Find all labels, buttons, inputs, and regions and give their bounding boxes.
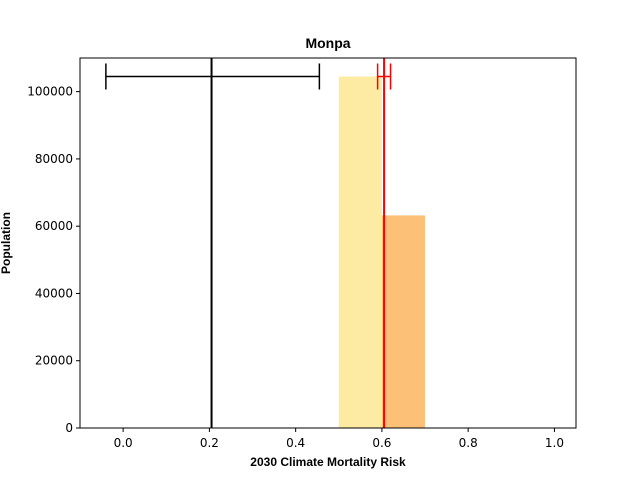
y-tick-label-1: 20000 — [35, 354, 73, 368]
x-axis-label: 2030 Climate Mortality Risk — [250, 455, 406, 469]
x-tick-label-2: 0.4 — [286, 436, 305, 450]
y-axis: 0 20000 40000 60000 80000 100000 — [27, 85, 80, 435]
y-axis-label: Population — [0, 212, 13, 274]
x-tick-label-5: 1.0 — [545, 436, 564, 450]
x-tick-label-4: 0.8 — [459, 436, 478, 450]
y-tick-label-4: 80000 — [35, 152, 73, 166]
bar-1 — [381, 215, 426, 428]
bar-0 — [338, 76, 382, 428]
y-tick-label-3: 60000 — [35, 219, 73, 233]
x-axis: 0.0 0.2 0.4 0.6 0.8 1.0 — [114, 428, 564, 450]
x-tick-label-3: 0.6 — [372, 436, 391, 450]
plot-area — [105, 58, 426, 428]
x-tick-label-0: 0.0 — [114, 436, 133, 450]
y-tick-label-5: 100000 — [27, 85, 73, 99]
y-tick-label-0: 0 — [65, 421, 73, 435]
plot-frame — [79, 57, 577, 429]
chart-title: Monpa — [305, 35, 350, 51]
y-tick-label-2: 40000 — [35, 286, 73, 300]
x-tick-label-1: 0.2 — [200, 436, 219, 450]
